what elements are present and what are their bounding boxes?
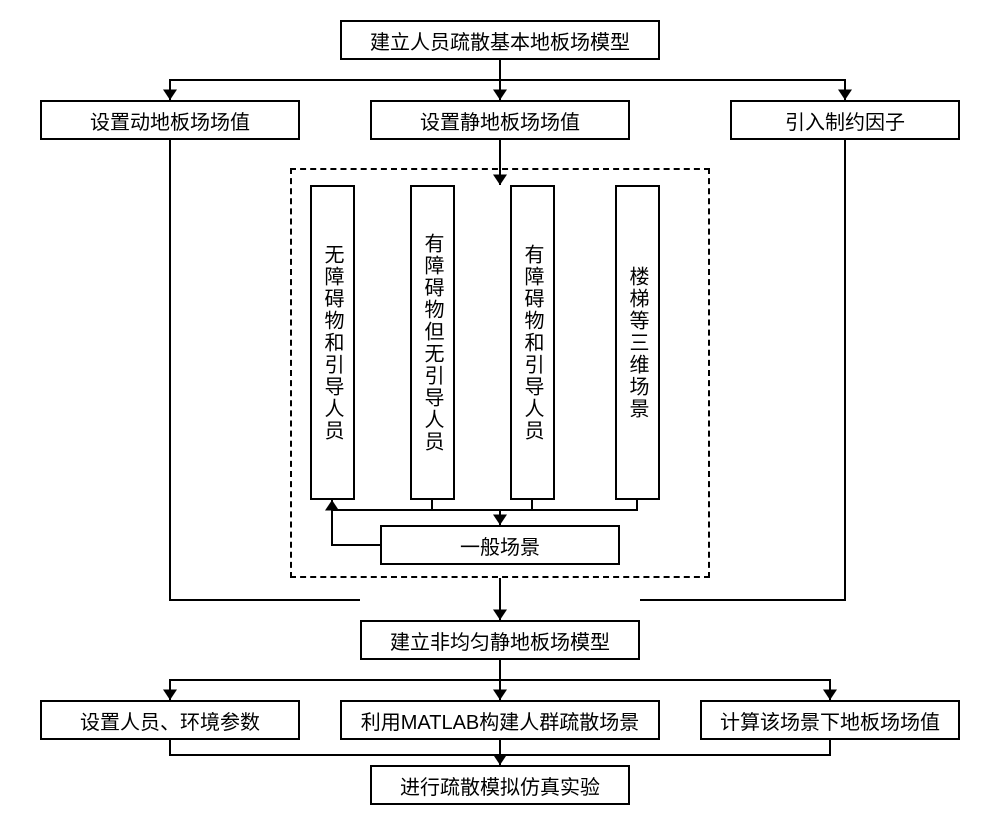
vbox-4: 楼梯等三维场景 xyxy=(615,185,660,500)
vbox-3: 有障碍物和引导人员 xyxy=(510,185,555,500)
label: 建立非均匀静地板场模型 xyxy=(390,626,610,655)
label: 有障碍物但无引导人员 xyxy=(418,233,447,453)
label: 一般场景 xyxy=(460,531,540,560)
box-row1-mid: 设置静地板场场值 xyxy=(370,100,630,140)
label: 利用MATLAB构建人群疏散场景 xyxy=(361,706,640,735)
vbox-2: 有障碍物但无引导人员 xyxy=(410,185,455,500)
label: 楼梯等三维场景 xyxy=(623,266,652,420)
box-row1-right: 引入制约因子 xyxy=(730,100,960,140)
box-row1-left: 设置动地板场场值 xyxy=(40,100,300,140)
box-row3-mid: 利用MATLAB构建人群疏散场景 xyxy=(340,700,660,740)
label: 引入制约因子 xyxy=(785,106,905,135)
box-row3-right: 计算该场景下地板场场值 xyxy=(700,700,960,740)
box-top: 建立人员疏散基本地板场模型 xyxy=(340,20,660,60)
label: 进行疏散模拟仿真实验 xyxy=(400,771,600,800)
label: 无障碍物和引导人员 xyxy=(318,244,347,442)
vbox-1: 无障碍物和引导人员 xyxy=(310,185,355,500)
label: 设置人员、环境参数 xyxy=(80,706,260,735)
label: 有障碍物和引导人员 xyxy=(518,244,547,442)
box-row3-left: 设置人员、环境参数 xyxy=(40,700,300,740)
label: 设置静地板场场值 xyxy=(420,106,580,135)
label: 计算该场景下地板场场值 xyxy=(720,706,940,735)
label: 建立人员疏散基本地板场模型 xyxy=(370,26,630,55)
label: 设置动地板场场值 xyxy=(90,106,250,135)
box-nonuniform: 建立非均匀静地板场模型 xyxy=(360,620,640,660)
box-general: 一般场景 xyxy=(380,525,620,565)
box-bottom: 进行疏散模拟仿真实验 xyxy=(370,765,630,805)
